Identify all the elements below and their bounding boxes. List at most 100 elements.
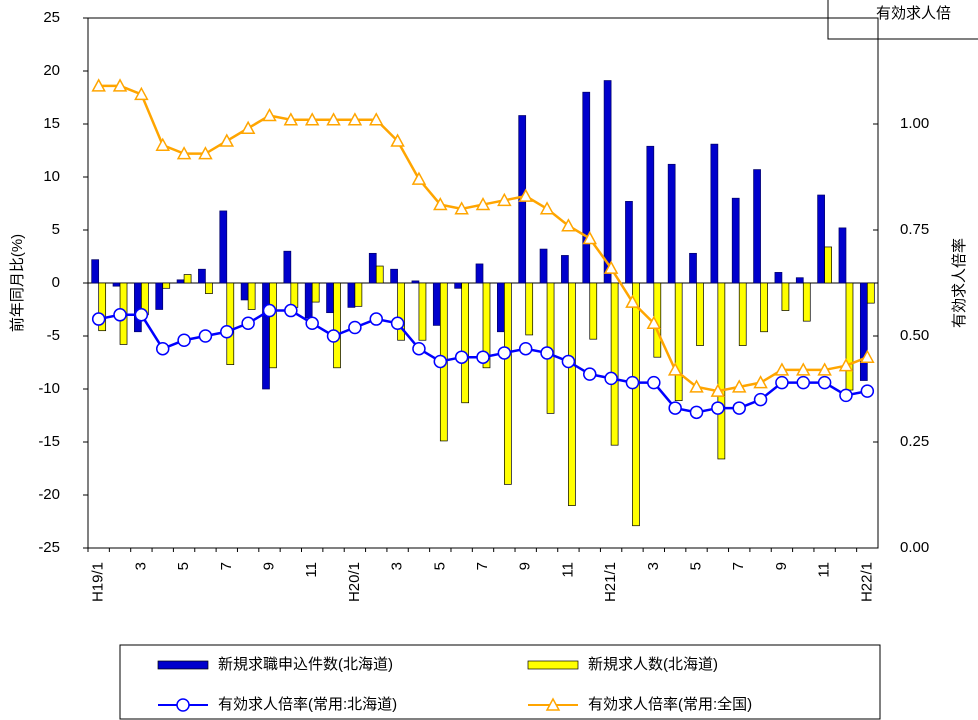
bar: [176, 279, 185, 284]
marker: [860, 384, 875, 398]
bar: [262, 282, 270, 390]
bar: [561, 255, 569, 284]
bar: [269, 282, 277, 369]
x-tick-label: 9: [517, 562, 534, 570]
marker: [113, 308, 127, 322]
x-tick-label: H19/1: [90, 562, 107, 602]
marker: [561, 218, 576, 232]
y2-tick-label: 0.00: [900, 539, 929, 556]
marker: [390, 133, 405, 147]
marker: [774, 362, 790, 376]
marker: [134, 86, 149, 101]
bar: [155, 282, 164, 310]
legend-label: 有効求人倍率(常用:北海道): [218, 696, 397, 713]
marker: [689, 379, 704, 393]
bar: [283, 250, 292, 284]
marker: [796, 362, 811, 376]
marker: [283, 112, 299, 126]
bar: [354, 282, 363, 307]
marker: [539, 201, 555, 215]
marker: [176, 698, 190, 712]
x-tick-label: 5: [431, 562, 448, 570]
y-tick-label: 15: [43, 115, 60, 132]
bar: [610, 282, 619, 446]
bar: [162, 282, 171, 289]
bar: [432, 282, 441, 326]
y-tick-label: 10: [43, 168, 60, 185]
marker: [583, 367, 597, 381]
marker: [433, 354, 448, 369]
bar: [845, 282, 854, 391]
marker: [518, 341, 533, 356]
bar: [454, 282, 462, 289]
x-tick-label: 11: [303, 562, 320, 578]
bar: [781, 282, 790, 311]
marker: [625, 375, 640, 390]
marker: [668, 401, 682, 415]
bar: [205, 282, 213, 294]
bar: [625, 201, 633, 284]
bar: [219, 210, 228, 284]
bar: [866, 282, 875, 304]
legend-swatch: [157, 660, 209, 670]
marker: [112, 78, 128, 92]
marker: [667, 362, 683, 376]
legend-label: 新規求人数(北海道): [588, 656, 718, 673]
bar: [326, 282, 334, 314]
y-tick-label: -5: [47, 327, 60, 344]
legend-label: 新規求職申込件数(北海道): [218, 656, 393, 673]
bar: [98, 282, 107, 332]
bar: [582, 91, 591, 284]
y-tick-label: -25: [38, 539, 60, 556]
annotation: 有効求人倍: [876, 5, 951, 22]
bar: [504, 282, 512, 485]
x-tick-label: 3: [389, 562, 406, 570]
x-tick-label: 3: [132, 562, 149, 570]
marker: [326, 329, 341, 343]
legend-label: 有効求人倍率(常用:全国): [588, 695, 752, 713]
bar: [91, 259, 100, 284]
marker: [753, 375, 768, 389]
bar: [738, 282, 747, 346]
marker: [348, 320, 362, 335]
marker: [412, 341, 426, 356]
marker: [625, 294, 640, 308]
marker: [347, 112, 363, 126]
marker: [454, 201, 469, 215]
marker: [390, 316, 405, 331]
bar: [859, 282, 868, 381]
y-tick-label: -10: [38, 380, 60, 397]
marker: [476, 350, 490, 364]
bar: [539, 248, 548, 284]
bar: [482, 282, 491, 369]
bar: [134, 282, 142, 333]
marker: [241, 316, 255, 331]
x-tick-label: 5: [175, 562, 192, 570]
marker: [497, 192, 512, 207]
bar: [760, 282, 768, 333]
bar: [347, 282, 356, 308]
y2-tick-label: 0.25: [900, 433, 929, 450]
marker: [220, 325, 234, 339]
marker: [603, 260, 619, 274]
bar: [525, 282, 534, 336]
bar: [753, 169, 761, 284]
marker: [155, 341, 170, 356]
bar: [731, 197, 740, 284]
marker: [155, 137, 170, 151]
legend: [119, 644, 881, 720]
bar: [375, 265, 384, 284]
marker: [411, 171, 427, 185]
bar: [475, 263, 484, 284]
y2-tick-label: 1.00: [900, 115, 929, 132]
x-tick-label: 9: [260, 562, 277, 570]
marker: [433, 196, 448, 211]
x-tick-label: 7: [474, 562, 491, 570]
legend-swatch: [527, 660, 579, 670]
bar: [824, 246, 832, 284]
marker: [731, 379, 747, 393]
marker: [305, 316, 319, 331]
bar: [290, 282, 299, 308]
marker: [775, 375, 789, 390]
